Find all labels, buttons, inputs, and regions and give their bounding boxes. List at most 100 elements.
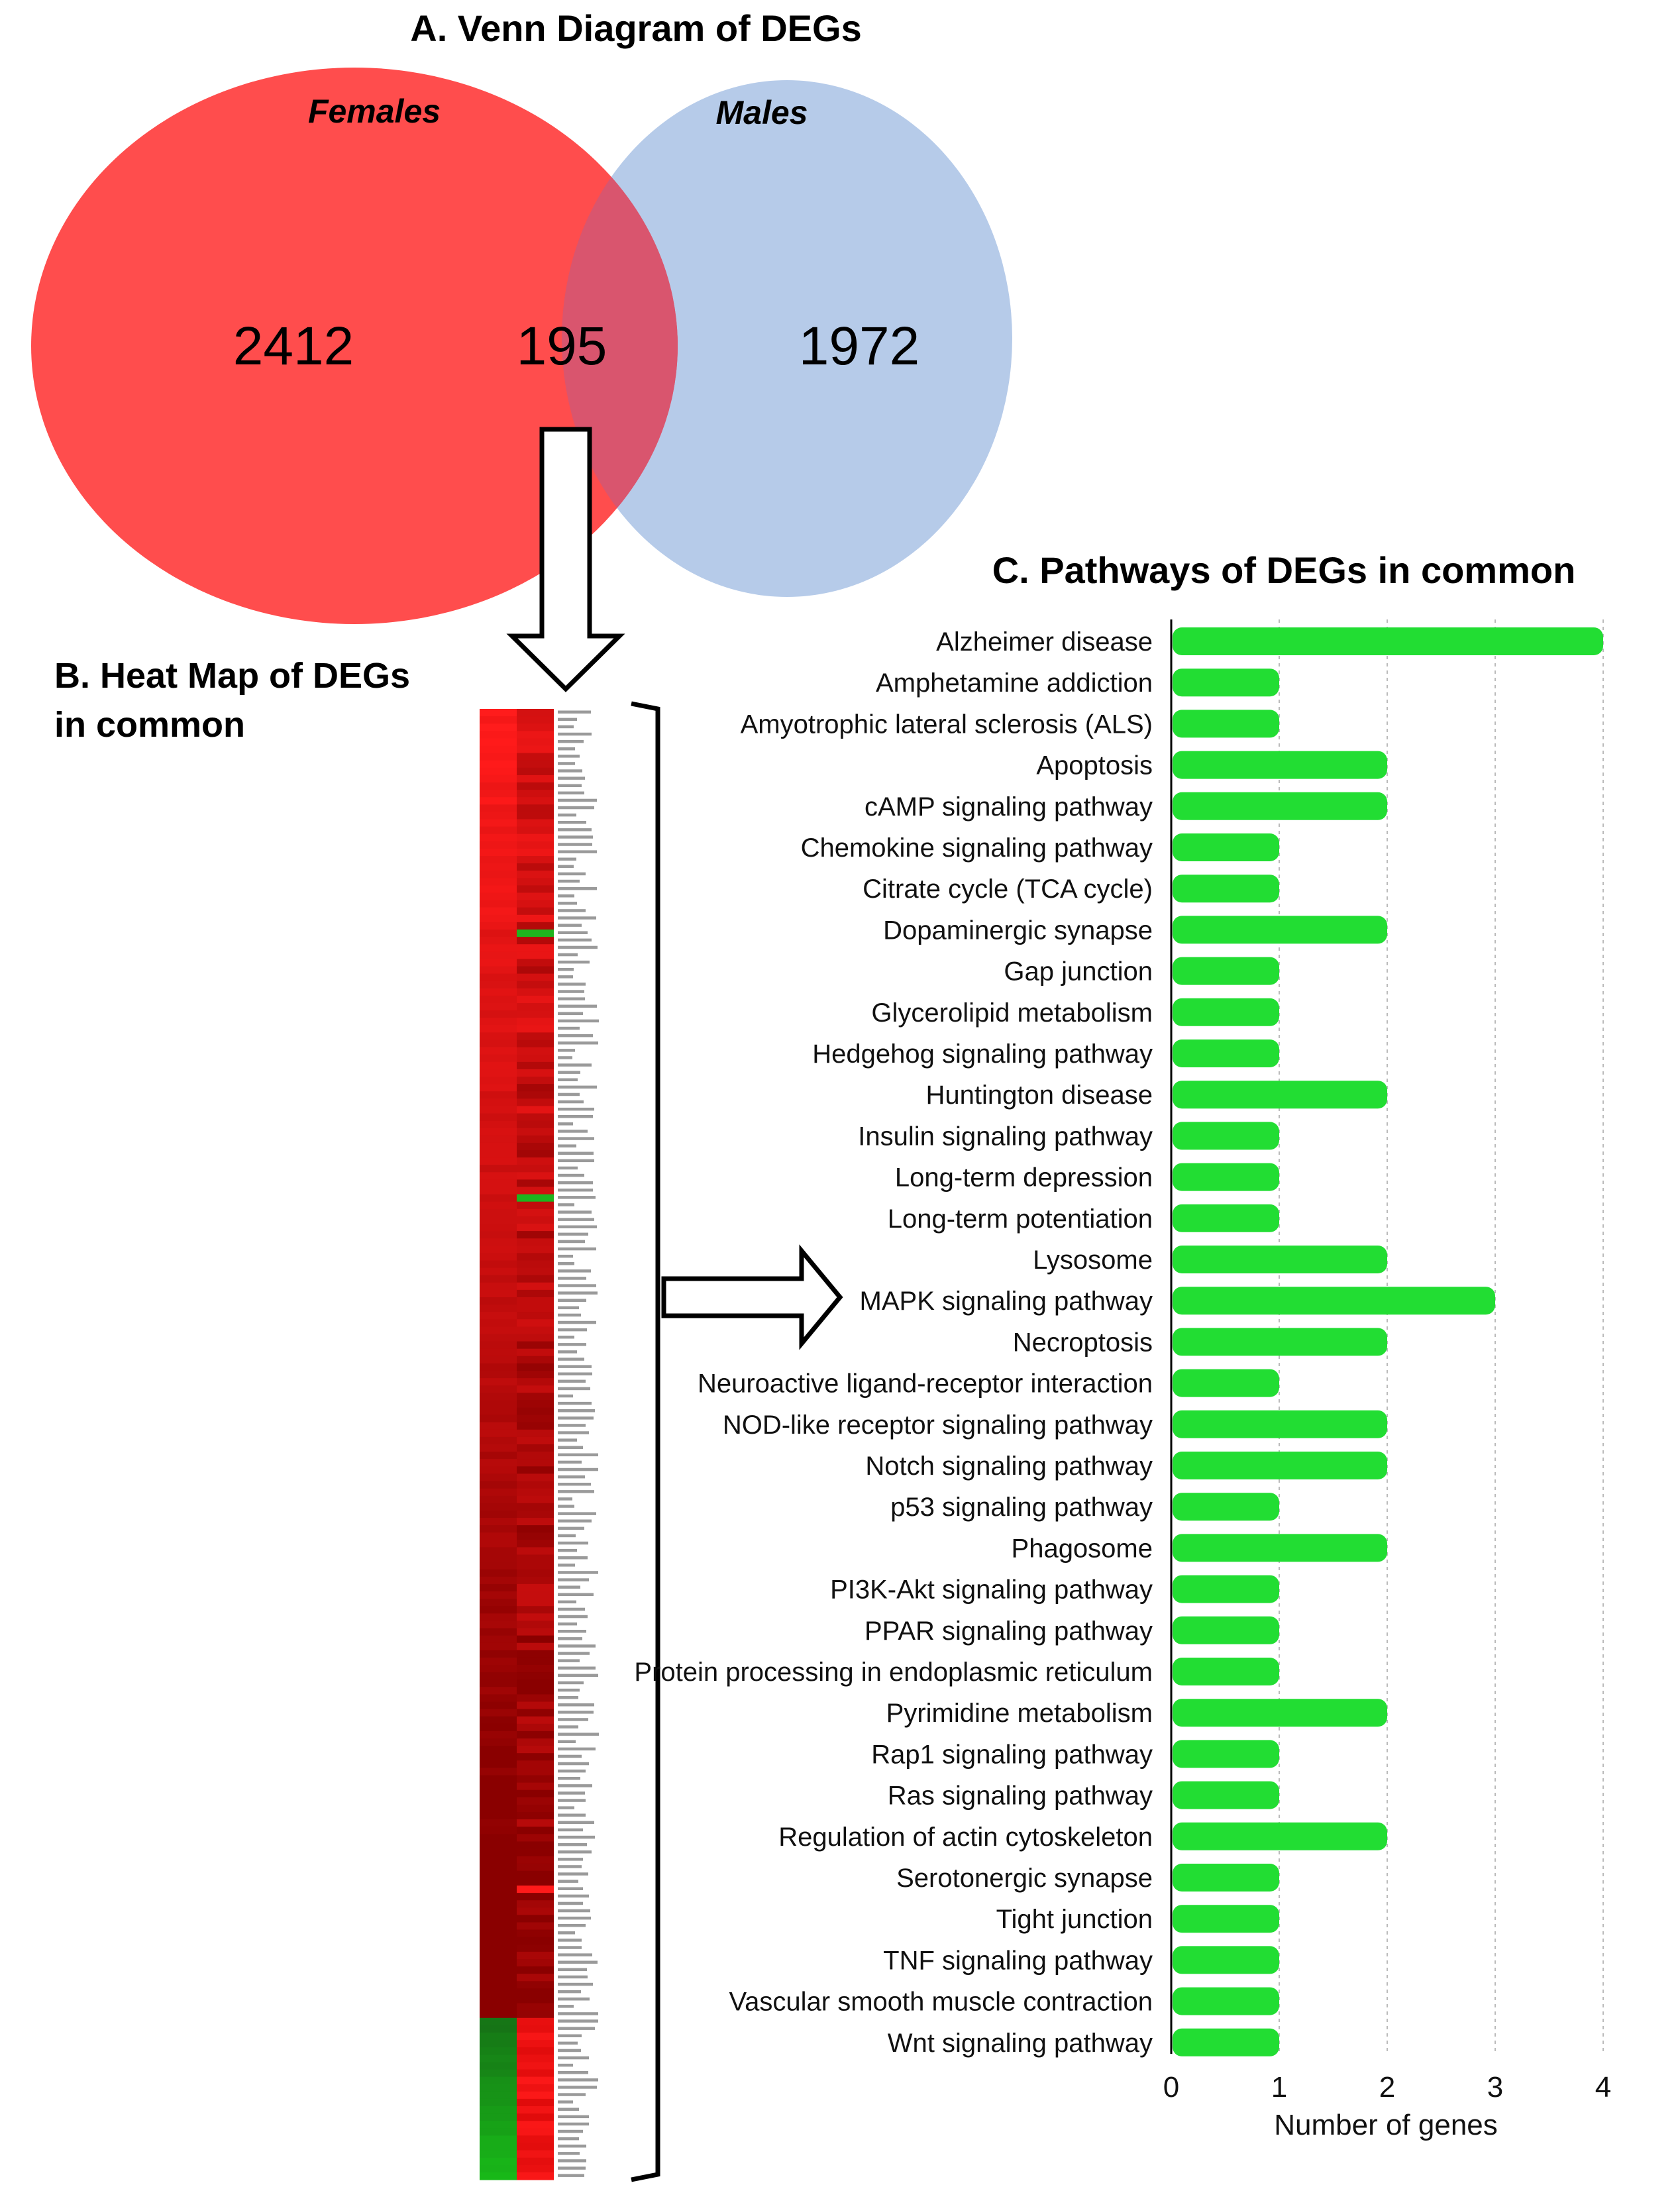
bar[interactable] [1173,916,1387,944]
heat-cell [480,1687,517,1695]
heat-cell [480,1091,517,1099]
gene-label-mark [558,945,598,949]
gene-label-mark [558,835,593,839]
heat-cell [517,1569,554,1577]
heat-cell [517,716,554,724]
gene-label-mark [558,953,578,957]
gene-label-mark [558,1644,596,1648]
gene-label-mark [558,1512,596,1515]
gene-label-mark [558,1681,584,1685]
bar[interactable] [1173,1987,1279,2015]
bar[interactable] [1173,1699,1387,1727]
heat-cell [480,2025,517,2033]
bar[interactable] [1173,1328,1387,1356]
bar[interactable] [1173,1039,1279,1067]
females-only-count: 2412 [233,316,354,376]
bar[interactable] [1173,1287,1495,1315]
category-label: Wnt signaling pathway [888,2029,1153,2058]
gene-label-mark [558,1467,598,1471]
heat-cell [480,1613,517,1621]
bar[interactable] [1173,1864,1279,1892]
heat-cell [480,1267,517,1276]
bar[interactable] [1173,833,1279,861]
gene-label-mark [558,1026,580,1030]
females-circle[interactable] [31,68,678,624]
bar[interactable] [1173,1163,1279,1191]
heat-cell [480,966,517,975]
bar[interactable] [1173,710,1279,738]
heat-cell [517,1473,554,1482]
bar[interactable] [1173,1452,1387,1479]
bar[interactable] [1173,1081,1387,1109]
gene-label-mark [558,2100,573,2104]
gene-label-mark [558,1505,574,1508]
heat-cell [517,819,554,827]
category-label: cAMP signaling pathway [865,792,1153,822]
bar[interactable] [1173,1658,1279,1685]
bar[interactable] [1173,1781,1279,1809]
gene-label-mark [558,755,580,758]
heat-cell [480,1187,517,1195]
bar[interactable] [1173,1246,1387,1273]
heatmap-title-line1: B. Heat Map of DEGs [54,656,410,696]
heat-cell [480,1378,517,1386]
heat-cell [517,1098,554,1106]
heat-cell [517,2164,554,2173]
bar[interactable] [1173,1616,1279,1644]
heat-cell [480,1900,517,1908]
bar[interactable] [1173,1410,1387,1438]
gene-label-mark [558,725,574,729]
bar[interactable] [1173,1946,1279,1974]
bar[interactable] [1173,875,1279,903]
bar[interactable] [1173,957,1279,985]
heat-cell [480,900,517,908]
heat-cell [480,1165,517,1173]
males-circle[interactable] [562,80,1012,597]
heat-cell [480,1003,517,1011]
bar[interactable] [1173,1822,1387,1850]
bar[interactable] [1173,627,1603,655]
bar[interactable] [1173,751,1387,779]
heat-cell [517,1944,554,1952]
heat-cell [517,2069,554,2078]
bar[interactable] [1173,1905,1279,1933]
heat-cell [480,1547,517,1556]
bar[interactable] [1173,668,1279,697]
bar[interactable] [1173,1204,1279,1232]
heatmap-bracket [631,701,660,2182]
heat-cell [480,1775,517,1784]
gene-label-mark [558,1880,578,1883]
gene-label-mark [558,762,575,765]
heat-cell [517,1642,554,1651]
heat-cell [480,1385,517,1393]
bar[interactable] [1173,1122,1279,1150]
bar[interactable] [1173,1534,1387,1562]
heat-cell [517,826,554,835]
x-tick-label: 0 [1163,2071,1179,2104]
gene-label-mark [558,1835,595,1839]
bar[interactable] [1173,792,1387,820]
bar[interactable] [1173,1575,1279,1603]
bar[interactable] [1173,2028,1279,2056]
bar[interactable] [1173,998,1279,1026]
bar[interactable] [1173,1493,1279,1521]
heat-cell [480,1518,517,1526]
heat-cell [480,959,517,967]
gene-label-mark [558,1424,586,1427]
heat-cell [517,1282,554,1291]
heat-cell [480,1841,517,1850]
heat-cell [517,1709,554,1717]
heat-cell [480,1981,517,1989]
bar[interactable] [1173,1740,1279,1768]
gene-label-mark [558,1056,572,1059]
gene-label-mark [558,1269,591,1273]
heat-cell [517,1054,554,1063]
heat-cell [517,1966,554,1974]
heat-cell [517,1135,554,1144]
gene-label-mark [558,1637,582,1640]
category-label: Gap junction [1004,957,1153,986]
heat-cell [517,1312,554,1320]
gene-label-mark [558,718,577,721]
bar[interactable] [1173,1369,1279,1397]
gene-label-mark [558,1019,599,1023]
